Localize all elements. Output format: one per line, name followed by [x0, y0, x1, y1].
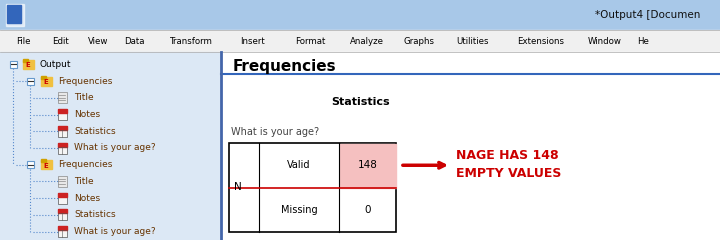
- Text: NAGE HAS 148: NAGE HAS 148: [456, 149, 559, 162]
- Text: Frequencies: Frequencies: [58, 77, 112, 86]
- Text: Frequencies: Frequencies: [233, 59, 337, 73]
- Text: 148: 148: [358, 160, 377, 170]
- Bar: [58, 193, 66, 204]
- Text: Output: Output: [40, 60, 71, 69]
- Bar: [221, 52, 720, 240]
- Text: Analyze: Analyze: [350, 36, 384, 46]
- Text: E: E: [44, 163, 48, 169]
- Text: Statistics: Statistics: [74, 210, 116, 219]
- Bar: [0, 0, 720, 30]
- Bar: [0, 30, 720, 52]
- Bar: [58, 226, 66, 230]
- Text: Statistics: Statistics: [331, 97, 390, 107]
- Bar: [27, 78, 34, 84]
- Bar: [58, 226, 66, 237]
- Text: He: He: [637, 36, 649, 46]
- Text: N: N: [234, 182, 242, 192]
- Text: Frequencies: Frequencies: [58, 160, 112, 169]
- Text: What is your age?: What is your age?: [74, 144, 156, 152]
- Bar: [58, 176, 66, 187]
- Bar: [22, 60, 34, 69]
- Bar: [40, 160, 52, 169]
- Text: Window: Window: [588, 36, 622, 46]
- Text: Missing: Missing: [281, 205, 318, 215]
- Text: Title: Title: [74, 93, 94, 102]
- Text: Notes: Notes: [74, 194, 100, 203]
- Text: E: E: [26, 62, 30, 68]
- Bar: [58, 126, 66, 137]
- Text: *Output4 [Documen: *Output4 [Documen: [595, 10, 700, 20]
- Bar: [0, 52, 221, 240]
- Bar: [229, 143, 396, 232]
- Text: Valid: Valid: [287, 160, 311, 170]
- Text: Notes: Notes: [74, 110, 100, 119]
- Text: EMPTY VALUES: EMPTY VALUES: [456, 167, 562, 180]
- Bar: [58, 92, 66, 103]
- Bar: [22, 59, 28, 62]
- Text: Title: Title: [74, 177, 94, 186]
- Bar: [58, 109, 66, 113]
- Bar: [58, 210, 66, 220]
- Bar: [58, 210, 66, 213]
- Text: Extensions: Extensions: [517, 36, 564, 46]
- Text: Utilities: Utilities: [456, 36, 488, 46]
- Text: Transform: Transform: [170, 36, 213, 46]
- Text: Graphs: Graphs: [404, 36, 435, 46]
- Text: Statistics: Statistics: [74, 127, 116, 136]
- Bar: [58, 193, 66, 197]
- Bar: [58, 143, 66, 154]
- Text: File: File: [16, 36, 30, 46]
- Text: What is your age?: What is your age?: [231, 127, 319, 137]
- Text: Data: Data: [124, 36, 145, 46]
- Bar: [58, 126, 66, 130]
- Text: Format: Format: [295, 36, 325, 46]
- Text: What is your age?: What is your age?: [74, 227, 156, 236]
- Text: Edit: Edit: [52, 36, 68, 46]
- Bar: [6, 4, 24, 26]
- Text: View: View: [88, 36, 109, 46]
- Bar: [9, 61, 17, 68]
- Text: Insert: Insert: [240, 36, 265, 46]
- Bar: [58, 109, 66, 120]
- Bar: [27, 161, 34, 168]
- Text: E: E: [44, 79, 48, 85]
- Bar: [40, 76, 46, 78]
- Bar: [40, 159, 46, 162]
- Bar: [340, 144, 395, 187]
- Bar: [58, 143, 66, 146]
- Bar: [40, 77, 52, 86]
- Text: 0: 0: [364, 205, 371, 215]
- Bar: [7, 5, 21, 23]
